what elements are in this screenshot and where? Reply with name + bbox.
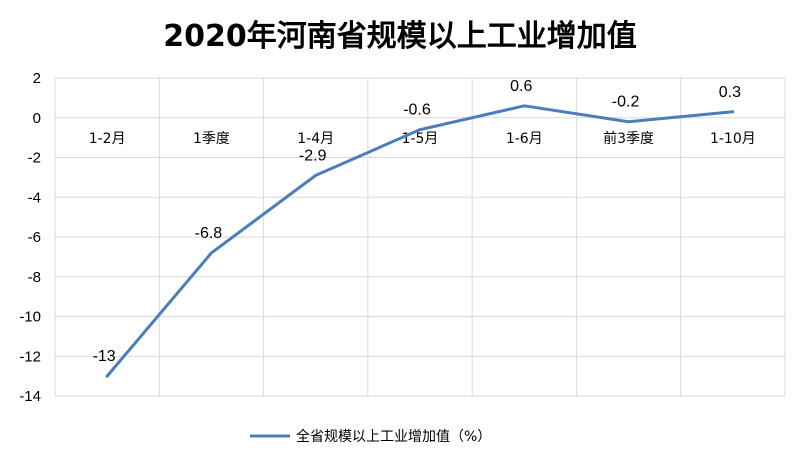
data-label: -0.2	[612, 94, 640, 111]
category-label: 1-2月	[89, 131, 126, 147]
y-tick-label: -8	[28, 269, 41, 286]
y-axis-ticks: -14 -12 -10 -8 -6 -4 -2 0 2	[19, 70, 41, 405]
category-label: 1-10月	[710, 131, 756, 147]
category-labels: 1-2月 1季度 1-4月 1-5月 1-6月 前3季度 1-10月	[89, 130, 756, 147]
y-tick-label: -10	[19, 309, 41, 326]
category-label: 1-5月	[402, 131, 439, 147]
series-layer	[105, 104, 735, 378]
y-tick-label: 2	[33, 70, 41, 87]
category-label: 1季度	[193, 131, 230, 147]
data-labels: -13 -6.8 -2.9 -0.6 0.6 -0.2 0.3	[93, 78, 741, 365]
data-label: -13	[93, 348, 116, 365]
y-tick-label: 0	[33, 110, 41, 127]
y-tick-label: -4	[28, 189, 41, 206]
data-label: -2.9	[299, 147, 327, 164]
y-tick-label: -6	[28, 229, 41, 246]
category-label: 1-4月	[297, 131, 334, 147]
grid-lines	[54, 77, 786, 397]
category-label: 1-6月	[506, 131, 543, 147]
category-label: 前3季度	[603, 130, 654, 147]
y-tick-label: -14	[19, 388, 41, 405]
data-label: -6.8	[195, 225, 223, 242]
y-tick-label: -12	[19, 348, 41, 365]
data-label: -0.6	[403, 102, 431, 119]
data-label: 0.3	[719, 84, 741, 101]
data-label: 0.6	[510, 78, 532, 95]
chart-title: 2020年河南省规模以上工业增加值	[163, 19, 637, 54]
legend: 全省规模以上工业增加值（%）	[250, 428, 491, 445]
y-tick-label: -2	[28, 150, 41, 167]
legend-label: 全省规模以上工业增加值（%）	[296, 428, 491, 445]
